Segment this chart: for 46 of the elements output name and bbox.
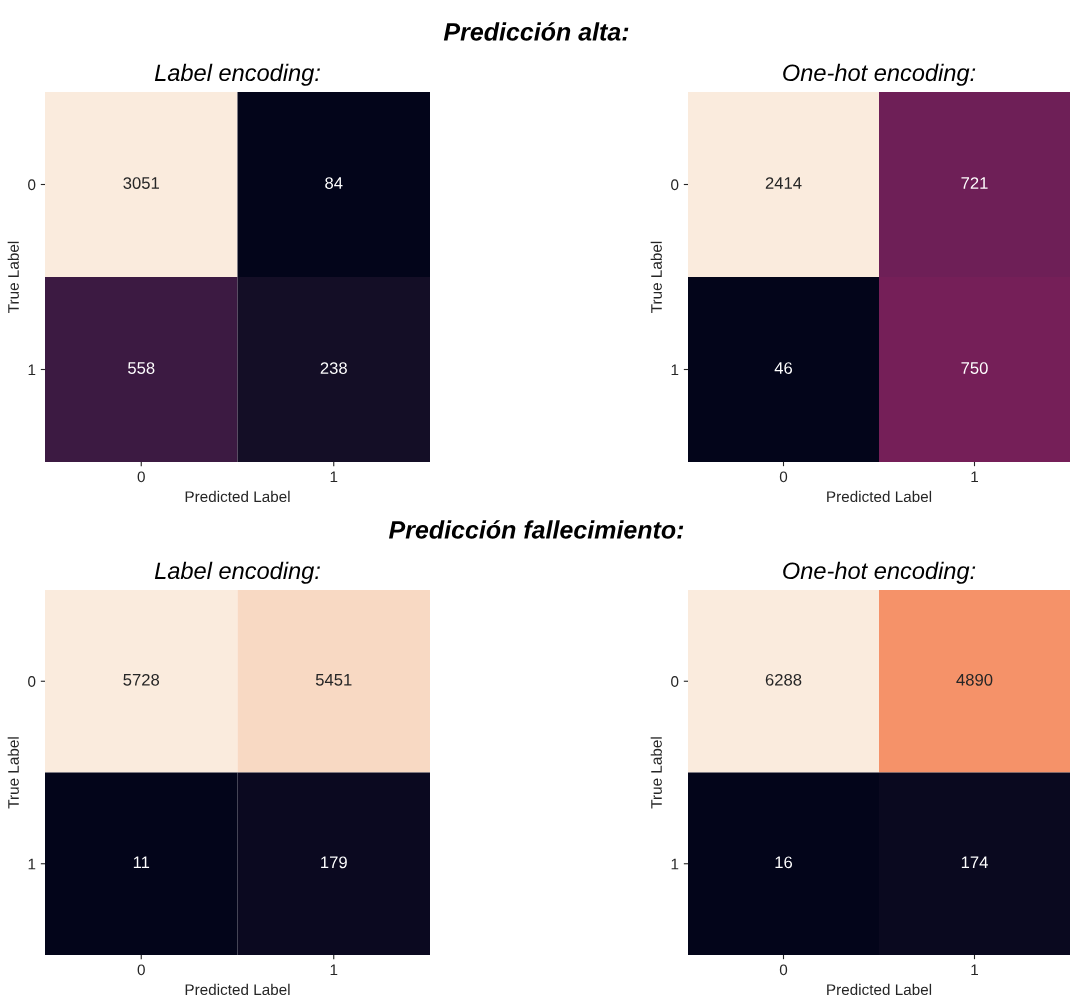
data-label: 16 <box>775 856 793 869</box>
x-axis-title: Predicted Label <box>185 490 290 503</box>
data-label: 2414 <box>765 177 802 189</box>
x-tick-label: 0 <box>137 964 145 976</box>
y-axis-title: True Label <box>7 737 19 809</box>
y-tick-label: 0 <box>28 179 36 191</box>
data-label: 5728 <box>123 673 160 686</box>
data-label: 750 <box>961 362 988 374</box>
x-tick-label: 1 <box>971 964 978 976</box>
data-label: 6288 <box>765 673 802 686</box>
chart-title: One-hot encoding: <box>783 561 976 584</box>
y-tick-label: 1 <box>671 364 679 376</box>
y-tick-label: 0 <box>671 676 679 687</box>
y-tick-label: 1 <box>28 364 36 376</box>
y-axis-title: True Label <box>7 241 19 313</box>
text: Predicción alta: <box>443 22 629 41</box>
data-label: 5451 <box>315 674 352 686</box>
data-label: 238 <box>320 362 347 374</box>
text: Predicción fallecimiento: <box>389 520 684 539</box>
y-tick-label: 0 <box>28 676 36 687</box>
x-axis-title: Predicted Label <box>827 490 932 503</box>
y-tick-label: 0 <box>671 179 679 191</box>
data-label: 721 <box>961 177 988 189</box>
data-label: 558 <box>128 362 155 374</box>
x-tick-label: 1 <box>971 471 978 483</box>
y-tick-label: 1 <box>671 858 679 870</box>
data-label: 179 <box>321 856 347 869</box>
x-tick-label: 1 <box>330 471 338 483</box>
data-label: 3051 <box>123 177 159 189</box>
x-axis-title: Predicted Label <box>185 983 290 996</box>
data-label: 4890 <box>956 673 993 686</box>
x-tick-label: 0 <box>779 471 788 483</box>
chart-title: Label encoding: <box>154 63 320 86</box>
y-axis-title: True Label <box>650 737 662 809</box>
x-tick-label: 0 <box>779 964 788 976</box>
y-tick-label: 1 <box>28 858 36 870</box>
data-label: 11 <box>133 856 150 869</box>
x-tick-label: 0 <box>137 471 145 483</box>
x-axis-title: Predicted Label <box>827 983 932 996</box>
data-label: 46 <box>774 362 793 374</box>
y-axis-title: True Label <box>650 241 662 313</box>
data-label: 174 <box>961 856 988 869</box>
chart-title: Label encoding: <box>154 561 320 584</box>
data-label: 84 <box>325 177 343 189</box>
chart-title: One-hot encoding: <box>783 63 976 86</box>
x-tick-label: 1 <box>330 964 338 976</box>
